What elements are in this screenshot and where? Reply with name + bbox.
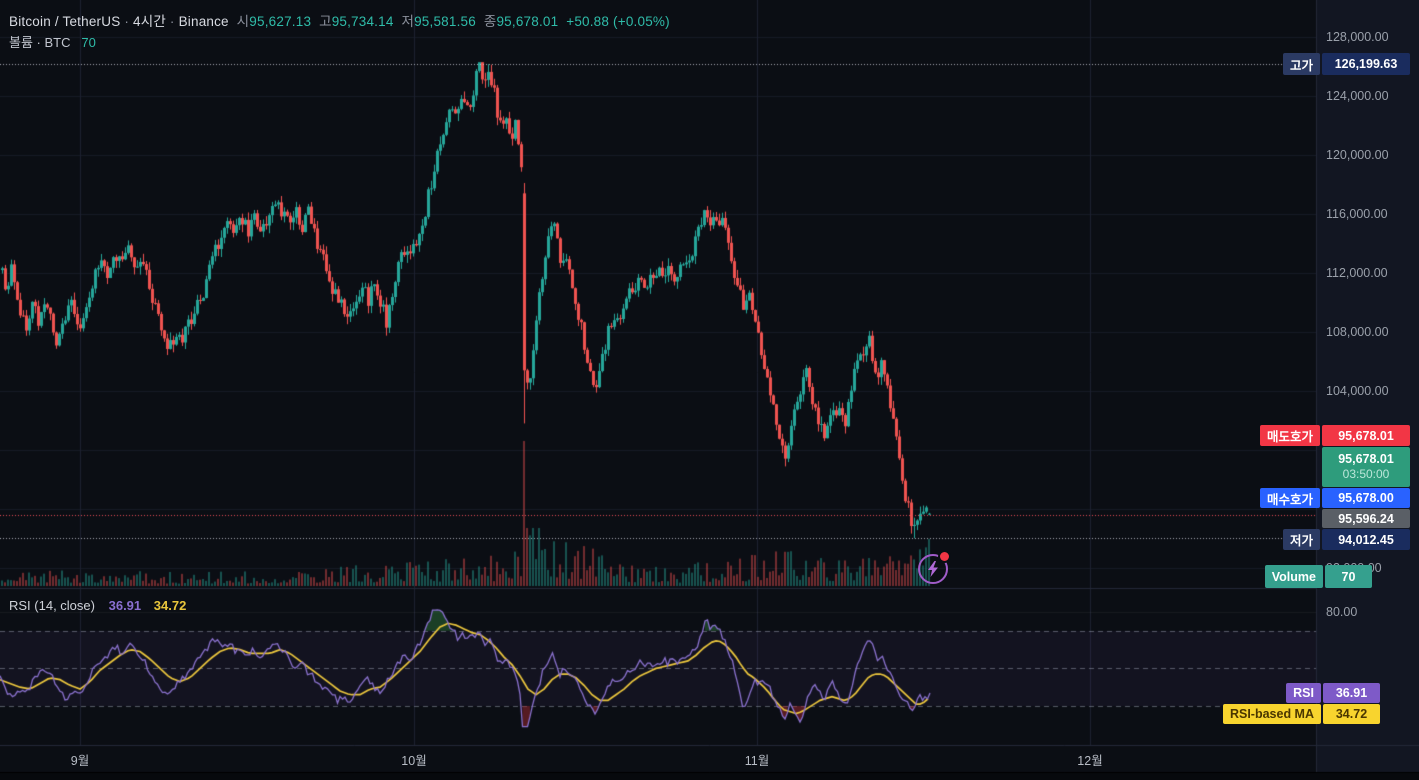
low-label: 저 — [401, 14, 415, 29]
rsi-ma-badge-value: 34.72 — [1323, 704, 1380, 724]
low-value: 95,581.56 — [414, 14, 476, 29]
range-low-label: 저가 — [1282, 529, 1320, 550]
ask-price-badge: 매도호가 95,678.01 — [1259, 425, 1410, 446]
range-low-badge: 저가 94,012.45 — [1282, 529, 1410, 550]
lightning-bolt-icon — [928, 561, 938, 577]
bid-price-value: 95,678.00 — [1322, 488, 1410, 508]
last-price-badge: 95,678.01 03:50:00 — [1322, 447, 1410, 487]
mark-price-badge: 95,596.24 — [1322, 509, 1410, 528]
mark-price-value: 95,596.24 — [1322, 509, 1410, 528]
rsi-ma-legend-value: 34.72 — [153, 598, 187, 613]
quick-trade-lightning-icon[interactable] — [918, 552, 949, 584]
price-tick-label: 124,000.00 — [1326, 88, 1389, 103]
rsi-legend-value: 36.91 — [108, 598, 142, 613]
rsi-legend-title: RSI (14, close) — [9, 598, 95, 613]
range-high-value: 126,199.63 — [1322, 53, 1410, 75]
rsi-legend[interactable]: RSI (14, close) 36.91 34.72 — [9, 598, 186, 613]
rsi-tick-label: 80.00 — [1326, 605, 1358, 619]
range-high-badge: 고가 126,199.63 — [1282, 53, 1410, 75]
price-tick-label: 128,000.00 — [1326, 30, 1389, 44]
range-high-label: 고가 — [1282, 53, 1320, 75]
price-tick-label: 120,000.00 — [1326, 147, 1389, 162]
open-label: 시 — [236, 14, 250, 29]
symbol-header[interactable]: Bitcoin / TetherUS · 4시간 · Binance 시95,6… — [9, 10, 670, 30]
range-low-value: 94,012.45 — [1322, 529, 1410, 550]
volume-ma-value: 70 — [1325, 565, 1372, 588]
change-value: +50.88 (+0.05%) — [566, 14, 670, 29]
high-value: 95,734.14 — [331, 14, 394, 29]
rsi-ma-badge-label: RSI-based MA — [1222, 704, 1321, 724]
high-label: 고 — [319, 14, 332, 29]
price-tick-label: 116,000.00 — [1326, 206, 1388, 221]
rsi-badge-label: RSI — [1286, 683, 1321, 703]
volume-legend-label: 볼륨 · BTC — [9, 35, 71, 50]
volume-legend-value: 70 — [81, 35, 96, 50]
bid-price-label: 매수호가 — [1259, 488, 1320, 508]
time-axis-month-label: 11월 — [744, 754, 770, 768]
rsi-badge-value: 36.91 — [1323, 683, 1380, 703]
last-price-value: 95,678.01 — [1338, 451, 1394, 466]
bar-countdown: 03:50:00 — [1342, 467, 1390, 482]
ask-price-label: 매도호가 — [1259, 425, 1320, 446]
time-axis-month-label: 12월 — [1077, 754, 1103, 768]
price-tick-label: 112,000.00 — [1326, 265, 1388, 280]
volume-legend[interactable]: 볼륨 · BTC 70 — [9, 32, 96, 51]
notification-dot — [940, 552, 949, 561]
close-label: 종 — [483, 14, 497, 29]
price-tick-label: 104,000.00 — [1326, 383, 1389, 398]
open-value: 95,627.13 — [249, 14, 312, 29]
price-tick-label: 108,000.00 — [1326, 324, 1389, 339]
bid-price-badge: 매수호가 95,678.00 — [1259, 488, 1410, 508]
rsi-ma-value-badge: RSI-based MA 34.72 — [1222, 704, 1380, 724]
time-axis-month-label: 10월 — [401, 754, 427, 768]
time-axis-month-label: 9월 — [70, 754, 90, 768]
rsi-value-badge: RSI 36.91 — [1286, 683, 1380, 703]
ask-price-value: 95,678.01 — [1322, 425, 1410, 446]
close-value: 95,678.01 — [496, 14, 559, 29]
volume-ma-label: Volume — [1264, 565, 1323, 588]
symbol-title: Bitcoin / TetherUS · 4시간 · Binance — [9, 14, 229, 29]
volume-ma-badge: Volume 70 — [1264, 565, 1372, 588]
